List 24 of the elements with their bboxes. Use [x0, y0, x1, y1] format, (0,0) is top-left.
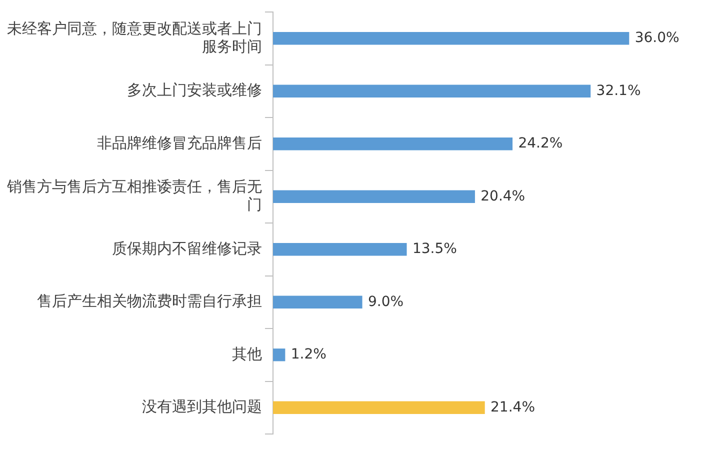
data-label: 13.5% — [412, 241, 457, 258]
y-tick-label: 没有遇到其他问题 — [142, 398, 262, 416]
bar — [273, 401, 485, 414]
y-tick-label: 未经客户同意，随意更改配送或者上门服务时间 — [7, 19, 262, 56]
bar — [273, 190, 475, 203]
y-tick-label: 非品牌维修冒充品牌售后 — [97, 134, 262, 152]
bar — [273, 348, 286, 362]
y-tick-label: 质保期内不留维修记录 — [112, 239, 262, 258]
bar — [273, 296, 362, 308]
data-label: 1.2% — [290, 346, 326, 363]
y-tick-label: 多次上门安装或维修 — [127, 81, 262, 100]
y-tick-label: 其他 — [232, 344, 262, 363]
data-label: 20.4% — [480, 188, 526, 204]
data-label: 21.4% — [490, 399, 536, 416]
data-label: 9.0% — [368, 294, 404, 310]
bar — [273, 138, 513, 150]
bar — [273, 32, 630, 45]
y-tick-label: 售后产生相关物流费时需自行承担 — [37, 292, 262, 310]
data-label: 24.2% — [518, 136, 563, 152]
y-tick-label: 销售方与售后方互相推诿责任，售后无门 — [6, 178, 262, 214]
bar — [273, 84, 591, 98]
bar — [273, 243, 407, 256]
data-label: 32.1% — [596, 82, 641, 99]
data-label: 36.0% — [634, 30, 680, 46]
